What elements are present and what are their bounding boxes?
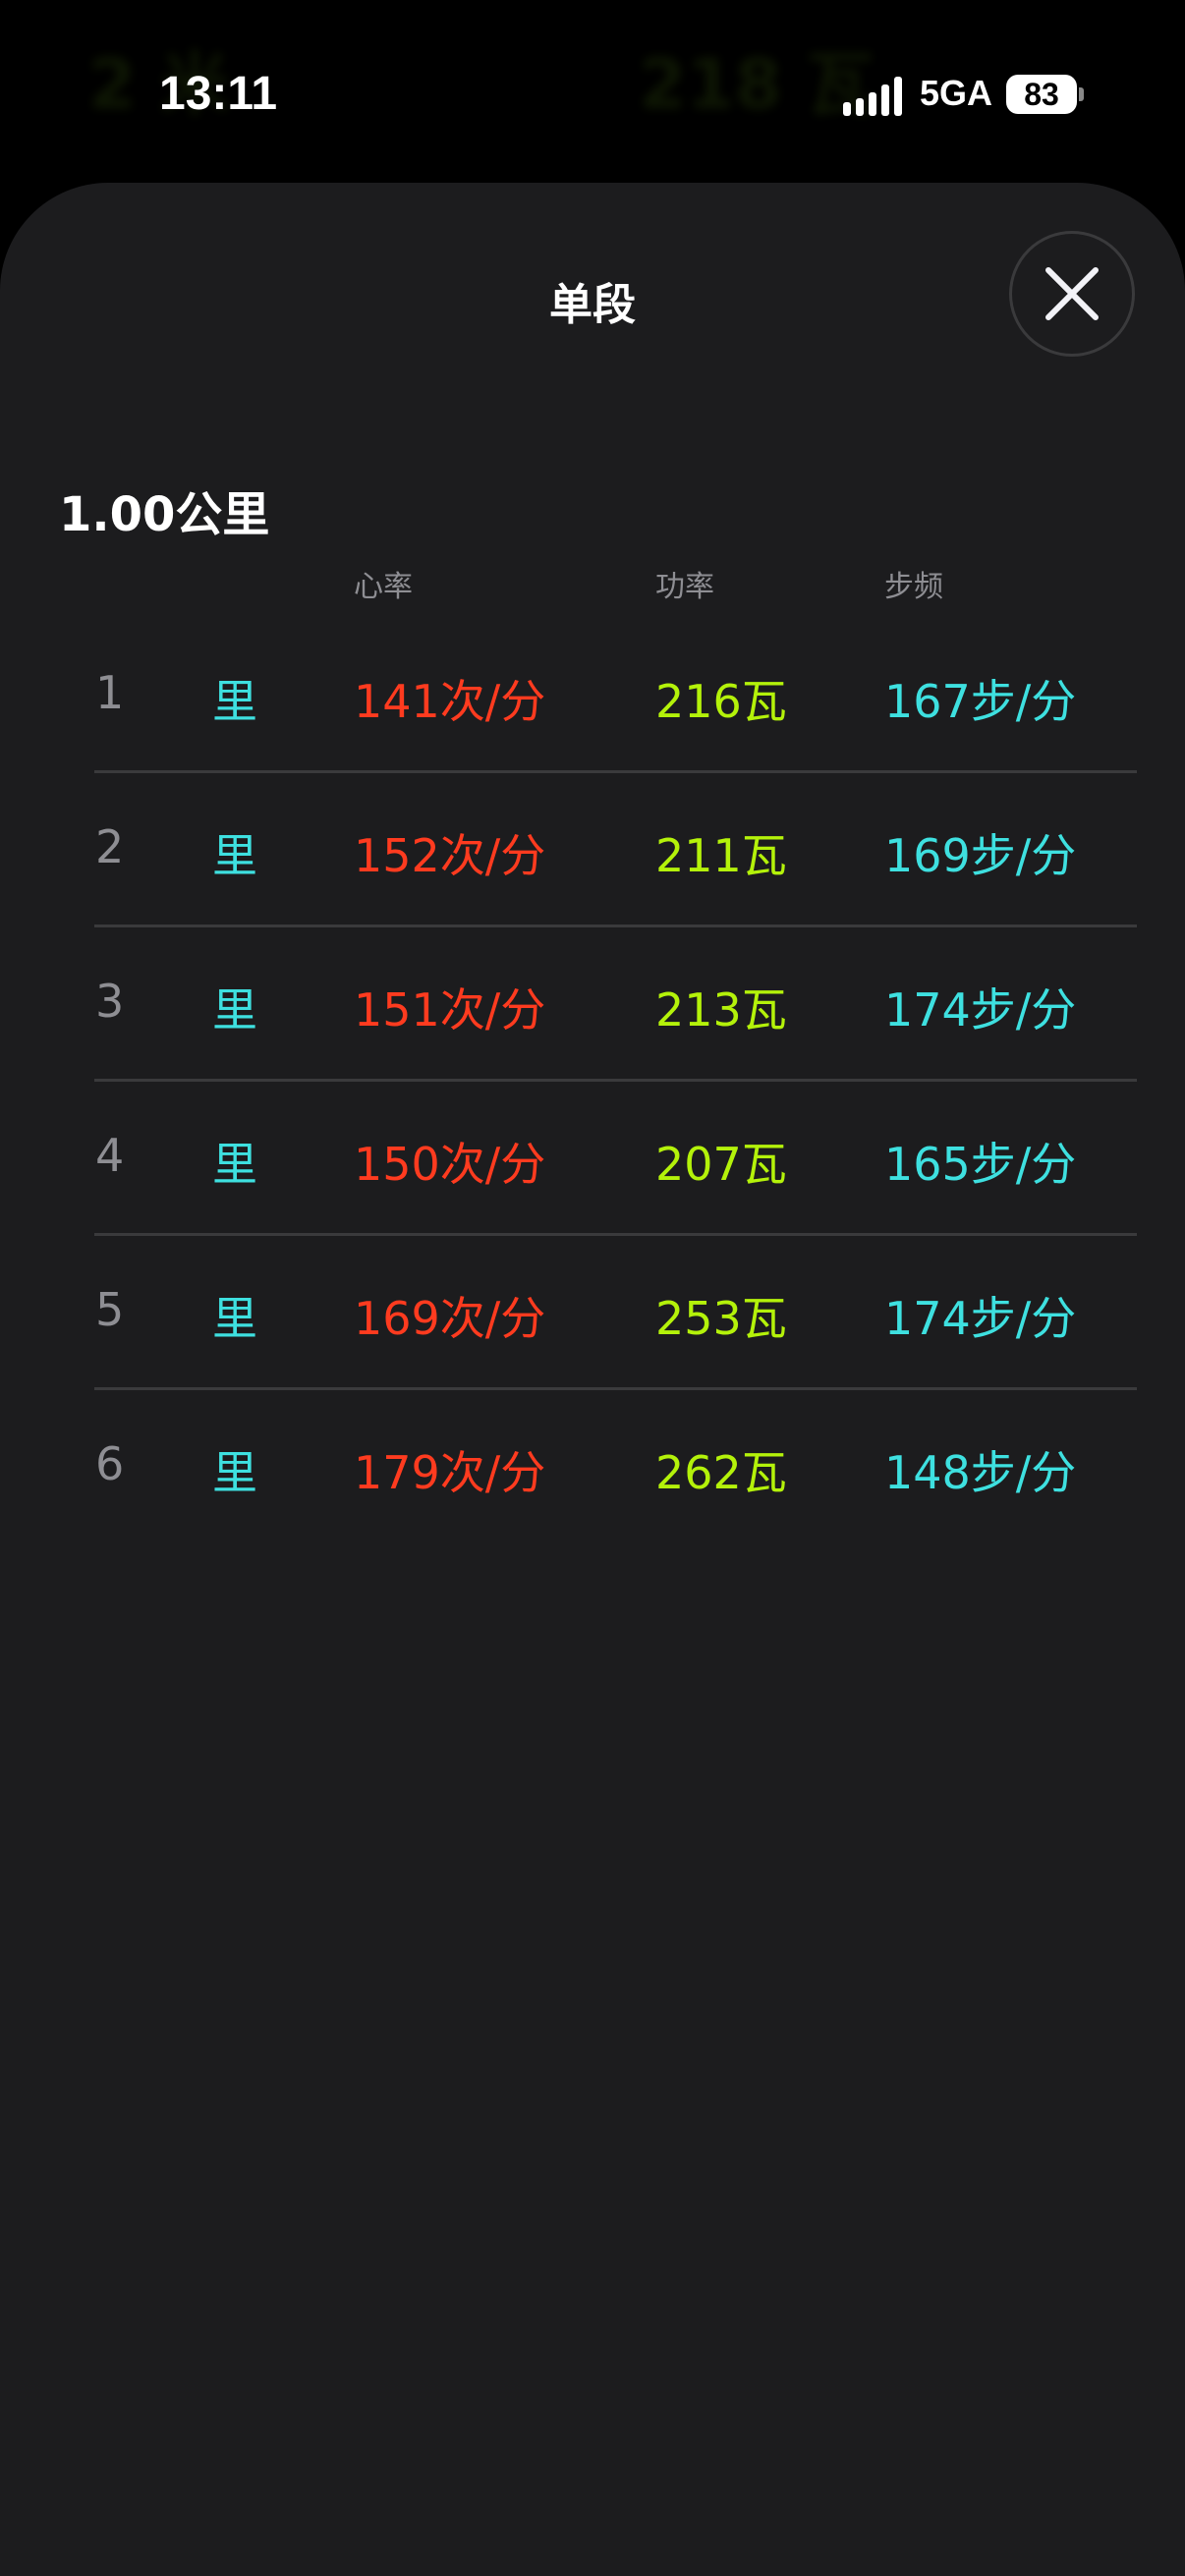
split-unit: 里 [212,675,257,728]
split-row: 6 里 179次/分 262瓦 148步/分 [0,1388,1185,1542]
heart-rate-value: 152次/分 [354,829,546,882]
power-value: 216瓦 [655,675,787,728]
split-row: 2 里 152次/分 211瓦 169步/分 [0,771,1185,927]
split-row: 1 里 141次/分 216瓦 167步/分 [0,617,1185,773]
status-bar: 13:11 5GA 83 [0,61,1185,130]
row-divider [94,1233,1137,1236]
split-unit: 里 [212,829,257,882]
close-x-icon [1045,267,1099,320]
power-value: 211瓦 [655,829,787,882]
row-divider [94,1387,1137,1390]
close-button[interactable] [1009,231,1135,357]
split-index: 6 [95,1437,125,1490]
split-index: 4 [95,1129,125,1182]
row-divider [94,1079,1137,1082]
battery-icon: 83 [1006,75,1077,114]
heart-rate-value: 179次/分 [354,1446,546,1499]
heart-rate-value: 150次/分 [354,1138,546,1191]
heart-rate-value: 151次/分 [354,983,546,1036]
cadence-value: 174步/分 [884,983,1077,1036]
splits-sheet: 单段 1.00公里 心率 功率 步频 1 里 141次/分 216瓦 167步/分 2 里 1… [0,183,1185,2576]
split-index: 5 [95,1283,125,1336]
heart-rate-value: 141次/分 [354,675,546,728]
cadence-value: 167步/分 [884,675,1077,728]
row-divider [94,770,1137,773]
split-unit: 里 [212,983,257,1036]
split-index: 1 [95,666,125,719]
cadence-value: 165步/分 [884,1138,1077,1191]
battery-tip [1079,87,1084,101]
power-value: 213瓦 [655,983,787,1036]
cadence-value: 148步/分 [884,1446,1077,1499]
split-index: 2 [95,820,125,873]
header-power: 功率 [655,570,714,604]
split-index: 3 [95,975,125,1028]
header-cadence: 步频 [884,570,943,604]
header-heart-rate: 心率 [354,570,413,604]
split-unit: 里 [212,1292,257,1345]
background-value-left: 2 米 [88,44,230,125]
split-row: 3 里 151次/分 213瓦 174步/分 [0,925,1185,1082]
background-value-right: 218 瓦 [639,44,875,125]
row-divider [94,924,1137,927]
sheet-title: 单段 [549,280,636,330]
status-time: 13:11 [159,68,278,120]
split-row: 5 里 169次/分 253瓦 174步/分 [0,1234,1185,1390]
power-value: 262瓦 [655,1446,787,1499]
split-unit: 里 [212,1138,257,1191]
network-type: 5GA [920,73,993,113]
signal-icon [843,77,902,116]
split-row: 4 里 150次/分 207瓦 165步/分 [0,1080,1185,1236]
split-distance: 1.00公里 [59,487,270,542]
cadence-value: 174步/分 [884,1292,1077,1345]
power-value: 207瓦 [655,1138,787,1191]
split-unit: 里 [212,1446,257,1499]
power-value: 253瓦 [655,1292,787,1345]
cadence-value: 169步/分 [884,829,1077,882]
heart-rate-value: 169次/分 [354,1292,546,1345]
